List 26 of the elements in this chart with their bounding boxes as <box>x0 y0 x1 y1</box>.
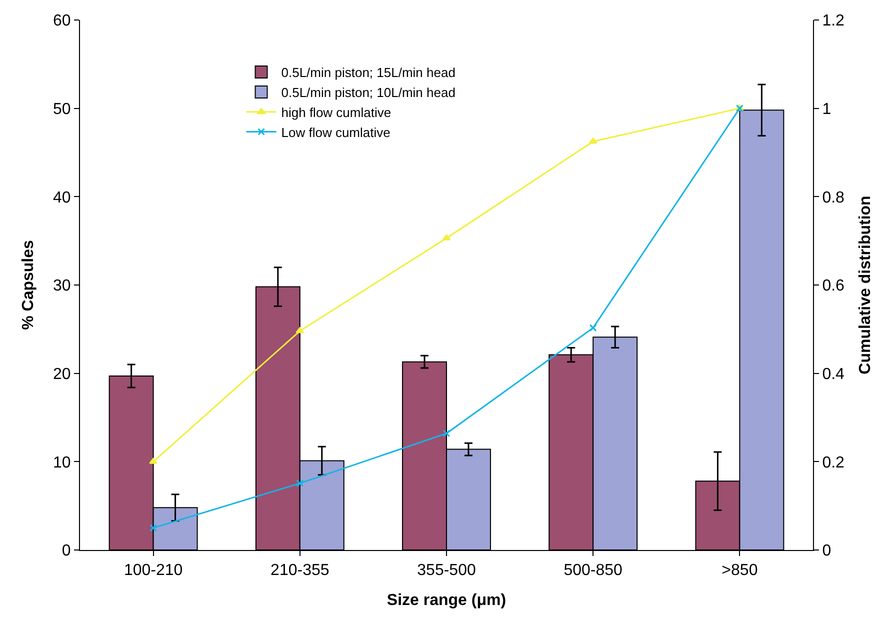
y2-tick-label: 0.8 <box>822 189 845 206</box>
x-tick-label: >850 <box>722 562 758 580</box>
y-tick-label: 60 <box>53 12 71 30</box>
y-tick-label: 50 <box>53 100 71 118</box>
legend-label: high flow cumlative <box>281 104 392 120</box>
y-tick-label: 20 <box>53 366 71 383</box>
legend-label: 0.5L/min piston; 15L/min head <box>281 65 456 80</box>
y-axis-title: % Capsules <box>20 240 37 330</box>
y2-tick-label: 0.6 <box>822 278 845 295</box>
x-tick-label: 100-210 <box>124 562 183 580</box>
y2-tick-label: 0.2 <box>822 454 845 472</box>
y-tick-label: 0 <box>62 542 71 560</box>
y2-tick-label: 0 <box>822 542 832 560</box>
x-tick-label: 500-850 <box>564 562 623 580</box>
y2-tick-label: 1 <box>822 100 832 118</box>
x-axis-title: Size range (μm) <box>386 592 506 609</box>
y2-tick-label: 1.2 <box>822 12 845 30</box>
y-tick-label: 30 <box>53 278 71 295</box>
x-tick-label: 355-500 <box>417 562 476 580</box>
y2-axis-title: Cumulative distribution <box>857 196 874 374</box>
legend-label: Low flow cumlative <box>281 124 390 140</box>
y-tick-label: 40 <box>53 189 71 206</box>
y-tick-label: 10 <box>53 454 71 472</box>
y2-tick-label: 0.4 <box>822 366 845 383</box>
x-tick-label: 210-355 <box>270 562 330 580</box>
legend-label: 0.5L/min piston; 10L/min head <box>281 85 456 100</box>
